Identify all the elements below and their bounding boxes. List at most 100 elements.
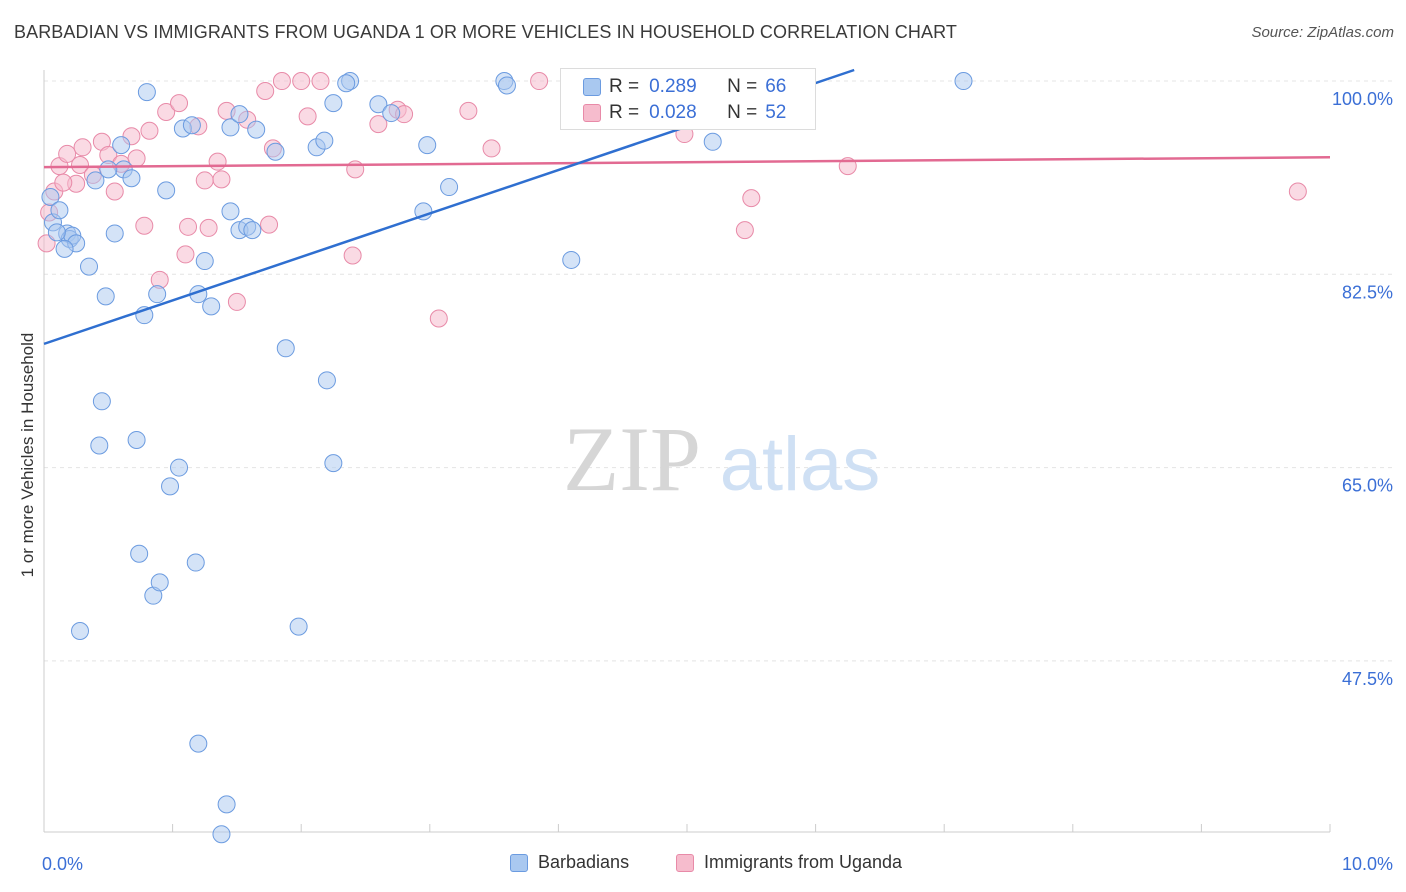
series-legend: Barbadians Immigrants from Uganda — [0, 852, 1406, 878]
barbadian-point — [189, 734, 208, 753]
tick-labels: 100.0% 82.5% 65.0% 47.5% 0.0% 10.0% — [42, 89, 1393, 874]
uganda-point — [343, 246, 362, 265]
barbadian-point — [130, 544, 149, 563]
barbadian-point — [289, 617, 308, 636]
barbadian-points — [41, 72, 973, 844]
watermark-zip: ZIP — [563, 408, 701, 510]
uganda-point — [346, 160, 365, 179]
n-label: N = — [727, 102, 758, 123]
barbadian-point — [148, 285, 167, 304]
barbadian-point — [315, 131, 334, 150]
barbadian-point — [157, 181, 176, 200]
r-value: 0.028 — [649, 102, 697, 123]
legend-row-barbadians: R = 0.289 N = 66 — [583, 75, 787, 99]
legend-item-uganda[interactable]: Immigrants from Uganda — [676, 852, 902, 873]
uganda-point — [73, 138, 92, 157]
r-value: 0.289 — [649, 76, 697, 97]
gridlines — [44, 80, 1392, 662]
legend-item-barbadians[interactable]: Barbadians — [510, 852, 629, 873]
legend-label: Barbadians — [538, 852, 630, 872]
uganda-point — [742, 189, 761, 208]
uganda-point — [179, 217, 198, 236]
chart-title: BARBADIAN VS IMMIGRANTS FROM UGANDA 1 OR… — [14, 22, 957, 42]
barbadian-point — [703, 132, 722, 151]
barbadian-point — [382, 104, 401, 123]
y-tick-label: 100.0% — [1332, 89, 1393, 109]
uganda-point — [195, 171, 214, 190]
n-label: N = — [727, 76, 758, 97]
barbadian-point — [90, 436, 109, 455]
barbadian-point — [324, 94, 343, 113]
barbadian-point — [170, 458, 189, 477]
barbadian-point — [150, 573, 169, 592]
y-tick-label: 65.0% — [1342, 476, 1393, 496]
uganda-point — [140, 121, 159, 140]
uganda-point — [227, 292, 246, 311]
uganda-point — [530, 72, 549, 91]
barbadian-point — [414, 202, 433, 221]
legend-swatch-blue — [510, 853, 528, 872]
barbadian-point — [202, 297, 221, 316]
barbadian-point — [71, 622, 90, 641]
y-tick-label: 82.5% — [1342, 282, 1393, 302]
barbadian-point — [497, 76, 516, 95]
uganda-point — [298, 107, 317, 126]
watermark-atlas: atlas — [720, 422, 881, 507]
barbadian-point — [137, 83, 156, 102]
barbadian-point — [276, 339, 295, 358]
uganda-point — [429, 309, 448, 328]
barbadian-point — [418, 136, 437, 155]
n-value: 52 — [765, 102, 787, 123]
watermark: ZIP atlas — [563, 408, 880, 510]
barbadian-point — [230, 105, 249, 124]
uganda-point — [482, 139, 501, 158]
uganda-point — [260, 215, 279, 234]
barbadian-point — [47, 223, 66, 242]
uganda-point — [105, 182, 124, 201]
r-label: R = — [609, 102, 640, 123]
legend-swatch-pink — [583, 104, 601, 122]
uganda-point — [208, 152, 227, 171]
barbadian-point — [217, 795, 236, 814]
uganda-point — [58, 144, 77, 163]
uganda-point — [176, 245, 195, 264]
barbadian-point — [122, 169, 141, 188]
uganda-point — [459, 101, 478, 120]
barbadian-point — [212, 825, 231, 844]
n-value: 66 — [765, 76, 787, 97]
source-label: Source: ZipAtlas.com — [1251, 24, 1394, 41]
barbadian-point — [562, 250, 581, 269]
barbadian-point — [221, 202, 240, 221]
uganda-point — [157, 102, 176, 121]
barbadian-point — [195, 252, 214, 271]
uganda-point — [212, 170, 231, 189]
barbadian-point — [96, 287, 115, 306]
barbadian-point — [50, 201, 69, 220]
uganda-point — [256, 81, 275, 100]
barbadian-point — [221, 118, 240, 137]
barbadian-point — [41, 188, 60, 206]
x-tick-label: 0.0% — [42, 854, 83, 874]
barbadian-point — [954, 72, 973, 91]
barbadian-point — [247, 120, 266, 139]
legend-swatch-blue — [583, 78, 601, 96]
barbadian-point — [324, 454, 343, 473]
barbadian-point — [369, 95, 388, 114]
barbadian-point — [337, 74, 356, 93]
uganda-point — [199, 218, 218, 237]
uganda-point — [272, 72, 291, 91]
barbadian-point — [317, 371, 336, 390]
uganda-point — [1288, 182, 1307, 201]
uganda-point — [292, 72, 311, 91]
y-tick-label: 47.5% — [1342, 669, 1393, 689]
barbadian-point — [92, 392, 111, 411]
barbadian-point — [112, 136, 131, 155]
correlation-legend: R = 0.289 N = 66 R = 0.028 N = 52 — [560, 68, 816, 130]
barbadian-point — [440, 178, 459, 197]
uganda-trend-line — [43, 155, 1331, 169]
barbadian-point — [80, 257, 99, 276]
uganda-point — [135, 216, 154, 235]
barbadian-point — [266, 142, 285, 161]
barbadian-point — [243, 221, 262, 240]
